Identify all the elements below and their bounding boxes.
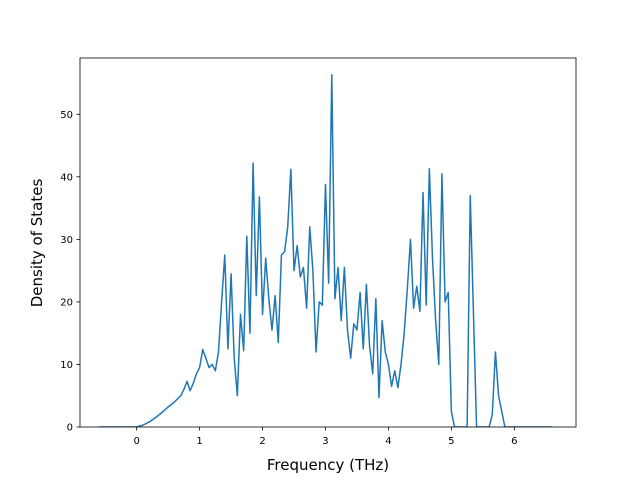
y-tick-label: 30 <box>60 235 73 246</box>
x-axis-label: Frequency (THz) <box>267 456 389 474</box>
y-tick-label: 20 <box>60 297 73 308</box>
x-tick-label: 1 <box>196 436 202 447</box>
plot-area <box>79 57 577 428</box>
y-tick-label: 0 <box>67 423 73 434</box>
axis-ticks: 0 1 2 3 4 5 6 0 10 20 30 40 50 <box>60 110 517 447</box>
x-tick-label: 2 <box>259 436 265 447</box>
axes-frame <box>79 57 577 428</box>
y-axis-label: Density of States <box>28 179 46 308</box>
y-tick-label: 40 <box>60 172 73 183</box>
x-tick-label: 6 <box>511 436 517 447</box>
x-tick-label: 0 <box>133 436 139 447</box>
y-tick-label: 50 <box>60 110 73 121</box>
y-tick-label: 10 <box>60 360 73 371</box>
series-line-0 <box>98 74 553 427</box>
x-tick-label: 3 <box>322 436 328 447</box>
x-tick-label: 4 <box>385 436 391 447</box>
x-tick-label: 5 <box>448 436 454 447</box>
